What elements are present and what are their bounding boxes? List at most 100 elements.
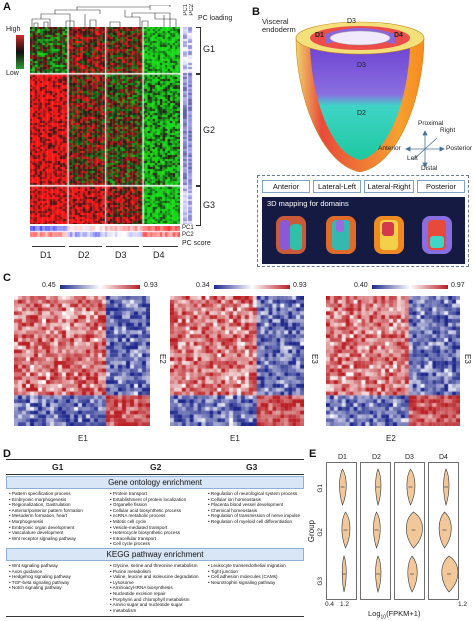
panel-b-letter: B <box>252 6 260 18</box>
kegg-term: • Cell adhesion molecules (CAMs) <box>208 574 278 580</box>
go-term: • Anterior/posterior pattern formation <box>9 507 83 513</box>
domain-d3-bar <box>106 246 139 247</box>
axis-distal: Distal <box>421 165 438 172</box>
e-group-g1: G1 <box>317 484 324 493</box>
group-g3-label: G3 <box>203 200 216 210</box>
legend-high: High <box>6 26 21 33</box>
go-term: • Mitotic cell cycle <box>110 518 147 524</box>
region-d3-label: D3 <box>357 62 366 69</box>
kegg-term: • Porphyrin and chlorophyll metabolism <box>110 596 190 602</box>
correlation-map-2 <box>170 296 304 426</box>
go-term: • Morphogenesis <box>9 518 44 524</box>
kegg-term: • Hedgehog signaling pathway <box>9 574 71 580</box>
panel-d-letter: D <box>3 448 11 460</box>
correlation-map-3 <box>326 296 460 426</box>
domain-axis <box>30 246 180 256</box>
axis-anterior: Anterior <box>378 145 401 152</box>
map1-colorbar <box>60 285 140 289</box>
axis-posterior: Posterior <box>446 145 473 152</box>
go-term: • Intracellular transport <box>110 535 157 541</box>
e-xtick-high: 1.2 <box>340 601 350 608</box>
go-term: • Wnt receptor signaling pathway <box>9 535 76 541</box>
view-lateral-right: Lateral-Right <box>364 180 414 193</box>
go-term: • ncRNA metabolic process <box>110 513 166 519</box>
map3-colorbar <box>372 285 448 289</box>
region-d2-label: D2 <box>357 110 366 117</box>
go-term: • Embryonic organ development <box>9 524 75 530</box>
violin-facet-frame <box>360 462 391 600</box>
kegg-term: • Lysosome <box>110 579 134 585</box>
visceral-endoderm-label: Visceral endoderm <box>262 17 296 34</box>
go-term: • Protein transport <box>110 491 147 496</box>
orientation-axes-icon <box>405 130 445 168</box>
e-xtick-low: 0.4 <box>325 601 335 608</box>
kegg-term: • metabolism <box>110 607 137 613</box>
e-xlabel-log: Log <box>368 609 381 618</box>
map2-xlabel: E1 <box>230 434 240 443</box>
e-group-g3: G3 <box>317 577 324 586</box>
panel-a-letter: A <box>3 1 11 13</box>
kegg-term: • Wnt signaling pathway <box>9 563 58 568</box>
region-d1-label: D1 <box>315 32 324 39</box>
e-domain-d4: D4 <box>439 454 448 461</box>
mapping-dashed-box <box>257 175 469 267</box>
map2-min-label: 0.34 <box>196 282 210 289</box>
go-term: • Cell cycle process <box>110 541 150 547</box>
pc2-score-label: PC2 <box>182 232 194 238</box>
pc-loading-strip <box>183 27 193 224</box>
group-g2-label: G2 <box>203 125 216 135</box>
go-term: • Mesoderm formation, heart <box>9 513 68 519</box>
map2-max-label: 0.93 <box>293 282 307 289</box>
map1-xlabel: E1 <box>78 434 88 443</box>
kegg-term: • Tight junction <box>208 568 238 574</box>
kegg-term: • Leukocyte transendothelial migration <box>208 563 286 568</box>
e-group-g2: G2 <box>317 528 324 537</box>
panel-e-letter: E <box>309 448 317 460</box>
kegg-term: • Aminoacyl-tRNA biosynthesis <box>110 585 173 591</box>
pc-score-strip <box>30 226 180 238</box>
map3-xlabel: E2 <box>386 434 396 443</box>
region-d4-label: D4 <box>394 32 403 39</box>
kegg-term: • Valine, leucine and isoleucine degrada… <box>110 574 199 580</box>
table-top-rule <box>6 459 304 460</box>
e-xtick-last: 1.2 <box>458 601 468 608</box>
go-terms-g3: • Regulation of neurological system proc… <box>208 491 300 525</box>
map3-min-label: 0.40 <box>354 282 368 289</box>
map3-max-label: 0.97 <box>451 282 465 289</box>
e-domain-d3: D3 <box>405 454 414 461</box>
violin-facet-frame <box>428 462 459 600</box>
kegg-term: • Glycine, serine and threonine metaboli… <box>110 563 198 568</box>
go-term: • Regulation of myeloid cell differentia… <box>208 518 293 524</box>
kegg-term: • Purine metabolism <box>110 568 151 574</box>
correlation-map-1 <box>14 296 150 426</box>
e-xlabel-base: 10 <box>380 614 387 621</box>
map1-min-label: 0.45 <box>42 282 56 289</box>
map1-ylabel: E2 <box>158 354 167 364</box>
group-g1-bracket <box>196 27 201 74</box>
go-term: • Embryonic morphogenesis <box>9 496 67 502</box>
axis-right: Right <box>440 127 456 134</box>
d-header-g1: G1 <box>52 462 64 472</box>
go-terms-g1: • Pattern specification process • Embryon… <box>9 491 83 541</box>
e-domain-d2: D2 <box>372 454 381 461</box>
domain-d4-label: D4 <box>153 250 165 260</box>
mapping-renders <box>276 216 452 254</box>
table-header-rule <box>6 474 304 475</box>
go-term: • Cellular ion homeostasis <box>208 496 261 502</box>
kegg-term: • Axon guidance <box>9 568 43 574</box>
axis-left: Left <box>407 155 418 162</box>
go-term: • Establishment of protein localization <box>110 496 187 502</box>
kegg-term: • Neurotrophin signaling pathway <box>208 579 276 585</box>
map3-ylabel: E3 <box>463 354 472 364</box>
domain-d2-bar <box>69 246 102 247</box>
table-bottom-rule <box>6 616 304 617</box>
d-header-g2: G2 <box>150 462 162 472</box>
go-terms-g2: • Protein transport • Establishment of pr… <box>110 491 186 547</box>
axis-proximal: Proximal <box>418 120 444 127</box>
mapping-title: 3D mapping for domains <box>267 199 349 208</box>
d-header-g3: G3 <box>246 462 258 472</box>
domain-d2-label: D2 <box>78 250 90 260</box>
go-term: • Regulation of neurological system proc… <box>208 491 298 496</box>
pc-loading-title: PC loading <box>198 15 233 22</box>
kegg-term: • TGF-beta signaling pathway <box>9 579 70 585</box>
